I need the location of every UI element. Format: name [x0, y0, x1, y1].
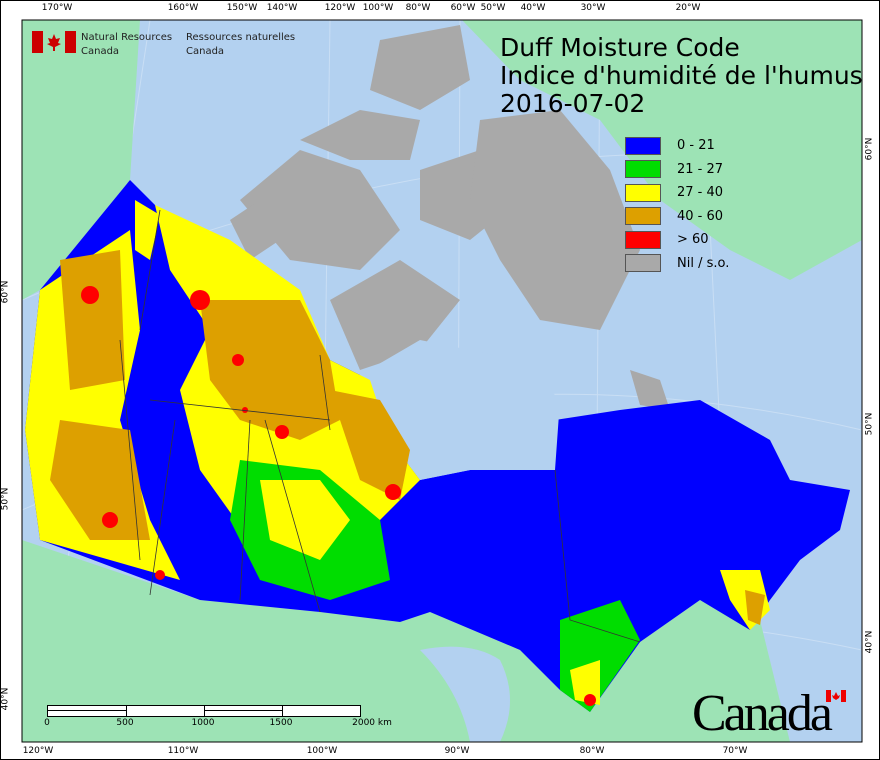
- scale-segment: [48, 706, 126, 711]
- legend-item: 0 - 21: [625, 134, 729, 158]
- agency-fr-line2: Canada: [186, 46, 225, 57]
- tick-label: 20°W: [675, 3, 701, 13]
- dmc-zones: [25, 200, 770, 712]
- legend-label: Nil / s.o.: [677, 255, 730, 271]
- agency-en-line1: Natural Resources: [81, 32, 173, 43]
- agency-en-line2: Canada: [81, 46, 120, 57]
- tick-label: 140°W: [266, 3, 298, 13]
- scale-label: 500: [116, 718, 134, 728]
- scale-segment: [204, 706, 282, 711]
- legend-label: 27 - 40: [677, 185, 724, 201]
- legend-item: 27 - 40: [625, 181, 729, 205]
- agency-fr-line1: Ressources naturelles: [186, 32, 296, 43]
- scale-label: 1000: [191, 718, 215, 728]
- scale-label: 2000 km: [352, 718, 392, 728]
- tick-label: 110°W: [167, 746, 199, 756]
- tick-label: 50°N: [864, 412, 875, 436]
- tick-label: 120°W: [22, 746, 54, 756]
- legend-label: 21 - 27: [677, 161, 724, 177]
- province-borders: [119, 209, 641, 643]
- scale-bar: [47, 705, 361, 717]
- tick-label: 60°W: [450, 3, 476, 13]
- legend-swatch: [625, 207, 661, 226]
- legend: 0 - 21 21 - 27 27 - 40 40 - 60 > 60 Nil / s.o…: [625, 134, 729, 275]
- tick-label: 60°N: [864, 137, 875, 161]
- legend-label: > 60: [677, 232, 709, 248]
- agency-name-fr: Ressources naturelles Canada: [186, 31, 295, 59]
- title-en: Duff Moisture Code: [500, 33, 740, 62]
- tick-label: 90°W: [444, 746, 470, 756]
- map-date: 2016-07-02: [500, 89, 646, 118]
- alaska: [22, 20, 140, 300]
- hudson-bay: [360, 340, 560, 480]
- tick-label: 60°N: [0, 280, 11, 304]
- tick-label: 40°N: [0, 687, 11, 711]
- legend-label: 0 - 21: [677, 138, 715, 154]
- arctic-islands: [230, 25, 670, 410]
- lake-michigan: [420, 646, 510, 742]
- wordmark-flag-icon: [826, 690, 846, 702]
- tick-label: 80°W: [405, 3, 431, 13]
- tick-label: 80°W: [579, 746, 605, 756]
- united-states: [22, 540, 790, 742]
- tick-label: 30°W: [580, 3, 606, 13]
- legend-swatch: [625, 160, 661, 179]
- tick-label: 170°W: [41, 3, 73, 13]
- legend-item: 40 - 60: [625, 205, 729, 229]
- legend-item: > 60: [625, 228, 729, 252]
- legend-swatch: [625, 183, 661, 202]
- legend-item: 21 - 27: [625, 158, 729, 182]
- legend-swatch: [625, 230, 661, 249]
- legend-item: Nil / s.o.: [625, 252, 729, 276]
- scale-label: 1500: [269, 718, 293, 728]
- tick-label: 100°W: [362, 3, 394, 13]
- greenland: [462, 20, 862, 280]
- tick-label: 40°N: [864, 630, 875, 654]
- tick-label: 40°W: [520, 3, 546, 13]
- legend-swatch: [625, 136, 661, 155]
- agency-name-en: Natural Resources Canada: [81, 31, 172, 59]
- canada-wordmark: Canada: [692, 685, 833, 742]
- tick-label: 70°W: [722, 746, 748, 756]
- title-fr: Indice d'humidité de l'humus: [500, 61, 863, 90]
- map-title: Duff Moisture Code Indice d'humidité de …: [500, 34, 863, 118]
- legend-swatch: [625, 254, 661, 273]
- scale-label: 0: [44, 718, 50, 728]
- tick-label: 50°W: [480, 3, 506, 13]
- tick-label: 100°W: [306, 746, 338, 756]
- tick-label: 50°N: [0, 487, 11, 511]
- legend-label: 40 - 60: [677, 208, 724, 224]
- tick-label: 150°W: [226, 3, 258, 13]
- tick-label: 120°W: [324, 3, 356, 13]
- tick-label: 160°W: [167, 3, 199, 13]
- canada-flag-icon: [32, 31, 76, 53]
